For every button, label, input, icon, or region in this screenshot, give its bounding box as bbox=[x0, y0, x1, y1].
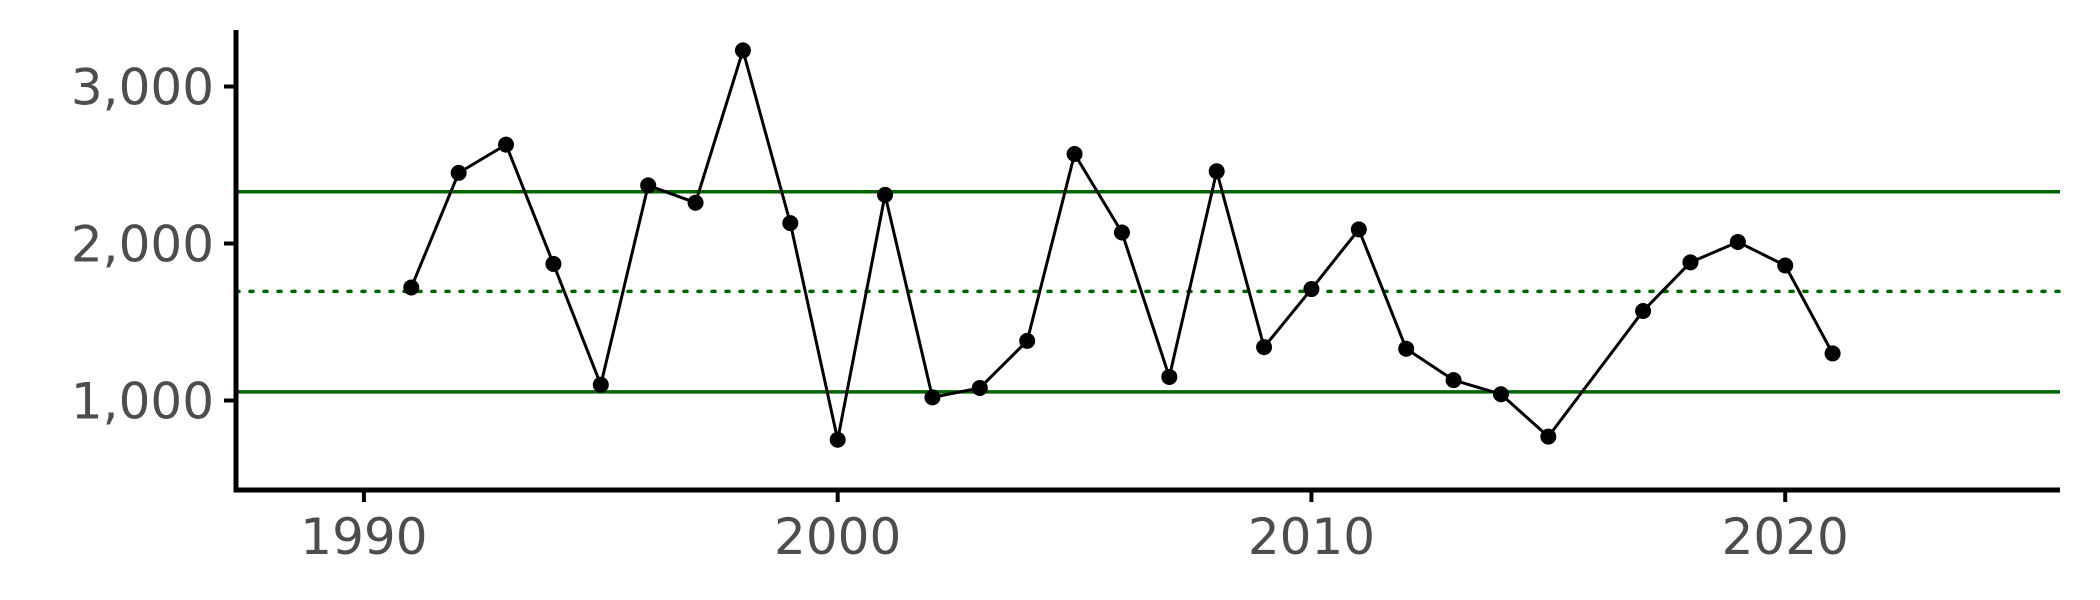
x-tick-label: 1990 bbox=[300, 508, 427, 566]
data-point bbox=[782, 215, 799, 232]
series-segment bbox=[1499, 393, 1550, 438]
data-point bbox=[1019, 332, 1036, 349]
series-segment bbox=[552, 263, 603, 386]
data-point bbox=[403, 279, 420, 296]
y-tick-label: 1,000 bbox=[71, 373, 214, 431]
data-point bbox=[1066, 146, 1083, 163]
data-point bbox=[734, 42, 751, 59]
y-axis-ticks: 1,000 2,000 3,000 bbox=[71, 59, 236, 431]
data-point bbox=[1113, 224, 1130, 241]
series-segment bbox=[1642, 261, 1692, 313]
data-point bbox=[1635, 303, 1652, 320]
data-point bbox=[1398, 340, 1415, 357]
data-point bbox=[1445, 372, 1462, 389]
series-segment bbox=[1025, 153, 1077, 342]
data-point bbox=[450, 164, 467, 181]
series-segment bbox=[409, 172, 461, 289]
axes bbox=[233, 30, 2060, 493]
data-point bbox=[829, 431, 846, 448]
series-segment bbox=[1310, 228, 1361, 290]
series-segment bbox=[883, 194, 934, 398]
data-point bbox=[1256, 339, 1273, 356]
series-segment bbox=[1215, 170, 1266, 348]
series-segment bbox=[1453, 378, 1502, 396]
series-segment bbox=[932, 386, 981, 399]
series-segment bbox=[1405, 347, 1455, 382]
x-tick-label: 2010 bbox=[1248, 508, 1375, 566]
series-segment bbox=[978, 339, 1029, 390]
y-tick-label: 2,000 bbox=[71, 216, 214, 274]
series-segment bbox=[1547, 310, 1645, 438]
data-point bbox=[592, 376, 609, 393]
series-segment bbox=[1357, 228, 1408, 350]
data-point bbox=[971, 379, 988, 396]
data-point bbox=[924, 389, 941, 406]
series-segment bbox=[599, 185, 650, 386]
series-segment bbox=[457, 143, 507, 175]
y-tick-label: 3,000 bbox=[71, 59, 214, 117]
data-point bbox=[1824, 345, 1841, 362]
series-points bbox=[403, 42, 1841, 448]
series-segment bbox=[1167, 170, 1219, 378]
series-segment bbox=[694, 49, 745, 204]
x-tick-label: 2000 bbox=[774, 508, 901, 566]
series-segment bbox=[1783, 264, 1834, 355]
data-point bbox=[640, 177, 657, 194]
series-segment bbox=[1262, 288, 1313, 349]
series-segment bbox=[788, 222, 840, 441]
data-point bbox=[1777, 257, 1794, 274]
series-segment bbox=[741, 50, 792, 224]
data-point bbox=[1350, 221, 1367, 238]
data-point bbox=[687, 194, 704, 211]
data-point bbox=[498, 136, 515, 153]
series-segment bbox=[504, 144, 555, 265]
series-segment bbox=[1737, 240, 1786, 267]
series-segment bbox=[1689, 240, 1739, 264]
data-point bbox=[877, 186, 894, 203]
reference-lines bbox=[234, 189, 2062, 394]
data-point bbox=[1161, 368, 1178, 385]
x-tick-label: 2020 bbox=[1722, 508, 1849, 566]
data-point bbox=[1492, 386, 1509, 403]
series-lines bbox=[409, 49, 1834, 441]
series-segment bbox=[1120, 232, 1171, 378]
data-point bbox=[1540, 428, 1557, 445]
data-point bbox=[1682, 254, 1699, 271]
data-point bbox=[1729, 233, 1746, 250]
data-point bbox=[545, 255, 562, 272]
series-segment bbox=[647, 184, 697, 205]
data-point bbox=[1303, 281, 1320, 298]
x-axis-ticks: 1990 2000 2010 2020 bbox=[300, 490, 1849, 566]
series-segment bbox=[836, 194, 887, 441]
series-segment bbox=[1073, 153, 1124, 234]
data-point bbox=[1208, 163, 1225, 180]
